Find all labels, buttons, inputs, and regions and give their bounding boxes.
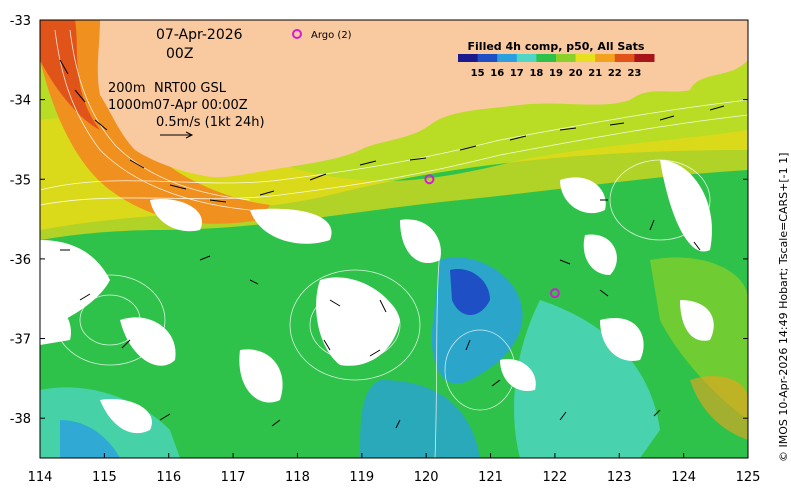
colorbar-tick-label: 15 — [471, 68, 485, 79]
colorbar-tick-label: 19 — [549, 68, 563, 79]
colorbar-segment — [595, 54, 616, 62]
y-tick-label: -35 — [10, 173, 31, 188]
colorbar-tick-label: 22 — [608, 68, 622, 79]
time-label: 00Z — [166, 46, 194, 62]
colorbar-segment — [536, 54, 557, 62]
product-label: NRT00 GSL — [154, 81, 226, 96]
cool-patch-2 — [514, 300, 660, 458]
vector-scale-label: 0.5m/s (1kt 24h) — [156, 115, 265, 130]
colorbar-tick-label: 23 — [627, 68, 641, 79]
colorbar-tick-label: 17 — [510, 68, 524, 79]
colorbar-segment — [556, 54, 577, 62]
x-tick-label: 123 — [607, 470, 632, 485]
plot-frame — [39, 19, 749, 459]
argo-legend-label: Argo (2) — [311, 30, 352, 41]
colorbar-tick-label: 21 — [588, 68, 602, 79]
x-tick-label: 120 — [414, 470, 439, 485]
warm-patch-se — [690, 376, 748, 440]
x-tick-label: 118 — [285, 470, 310, 485]
vector-scale-arrowhead — [185, 131, 194, 139]
credit-text: © IMOS 10-Apr-2026 14:49 Hobart; Tscale=… — [777, 152, 790, 462]
cloud-gaps — [40, 160, 714, 434]
cool-patch-5 — [60, 420, 120, 458]
colorbar-segment — [497, 54, 518, 62]
colorbar-segment — [477, 54, 498, 62]
x-tick-label: 125 — [736, 470, 761, 485]
colorbar-ticks: 15 16 17 18 19 20 21 22 23 — [471, 68, 642, 79]
x-tick-label: 121 — [478, 470, 503, 485]
argo-float-marker — [549, 288, 560, 299]
y-tick-label: -33 — [10, 14, 31, 29]
y-axis: -33 -34 -35 -36 -37 -38 — [10, 14, 748, 427]
colorbar-segment — [634, 54, 655, 62]
colorbar-tick-label: 18 — [529, 68, 543, 79]
argo-legend-marker — [292, 29, 302, 39]
y-tick-label: -34 — [10, 94, 31, 109]
x-tick-label: 124 — [671, 470, 696, 485]
plot-area — [40, 20, 748, 458]
x-tick-label: 114 — [28, 470, 53, 485]
cool-patch-core — [450, 269, 490, 315]
leeuwin-core — [40, 20, 270, 224]
colorbar-tick-label: 16 — [490, 68, 504, 79]
y-tick-label: -36 — [10, 253, 31, 268]
x-tick-label: 115 — [92, 470, 117, 485]
x-tick-label: 116 — [156, 470, 181, 485]
x-tick-label: 119 — [349, 470, 374, 485]
y-tick-label: -38 — [10, 412, 31, 427]
depth-1000-label: 1000m07-Apr 00:00Z — [108, 98, 248, 113]
bathymetry-contours — [40, 29, 748, 211]
eddy-contours — [54, 159, 711, 458]
cool-patch-3 — [360, 380, 480, 458]
argo-float-marker — [424, 174, 435, 185]
colorbar-segment — [516, 54, 537, 62]
argo-markers — [424, 174, 560, 299]
y-tick-label: -37 — [10, 333, 31, 348]
colorbar-tick-label: 20 — [569, 68, 583, 79]
colorbar-segment — [575, 54, 596, 62]
x-tick-label: 117 — [221, 470, 246, 485]
x-tick-label: 122 — [542, 470, 567, 485]
x-axis: 114 115 116 117 118 119 120 121 122 123 124 125 — [28, 453, 761, 485]
leeuwin-core-hot — [40, 20, 100, 130]
date-label: 07-Apr-2026 — [156, 27, 243, 43]
current-vectors — [59, 59, 725, 429]
colorbar-title: Filled 4h comp, p50, All Sats — [468, 40, 645, 53]
colorbar-segment — [458, 54, 479, 62]
depth-200-label: 200m — [108, 81, 146, 96]
colorbar — [458, 54, 655, 62]
colorbar-segment — [614, 54, 635, 62]
